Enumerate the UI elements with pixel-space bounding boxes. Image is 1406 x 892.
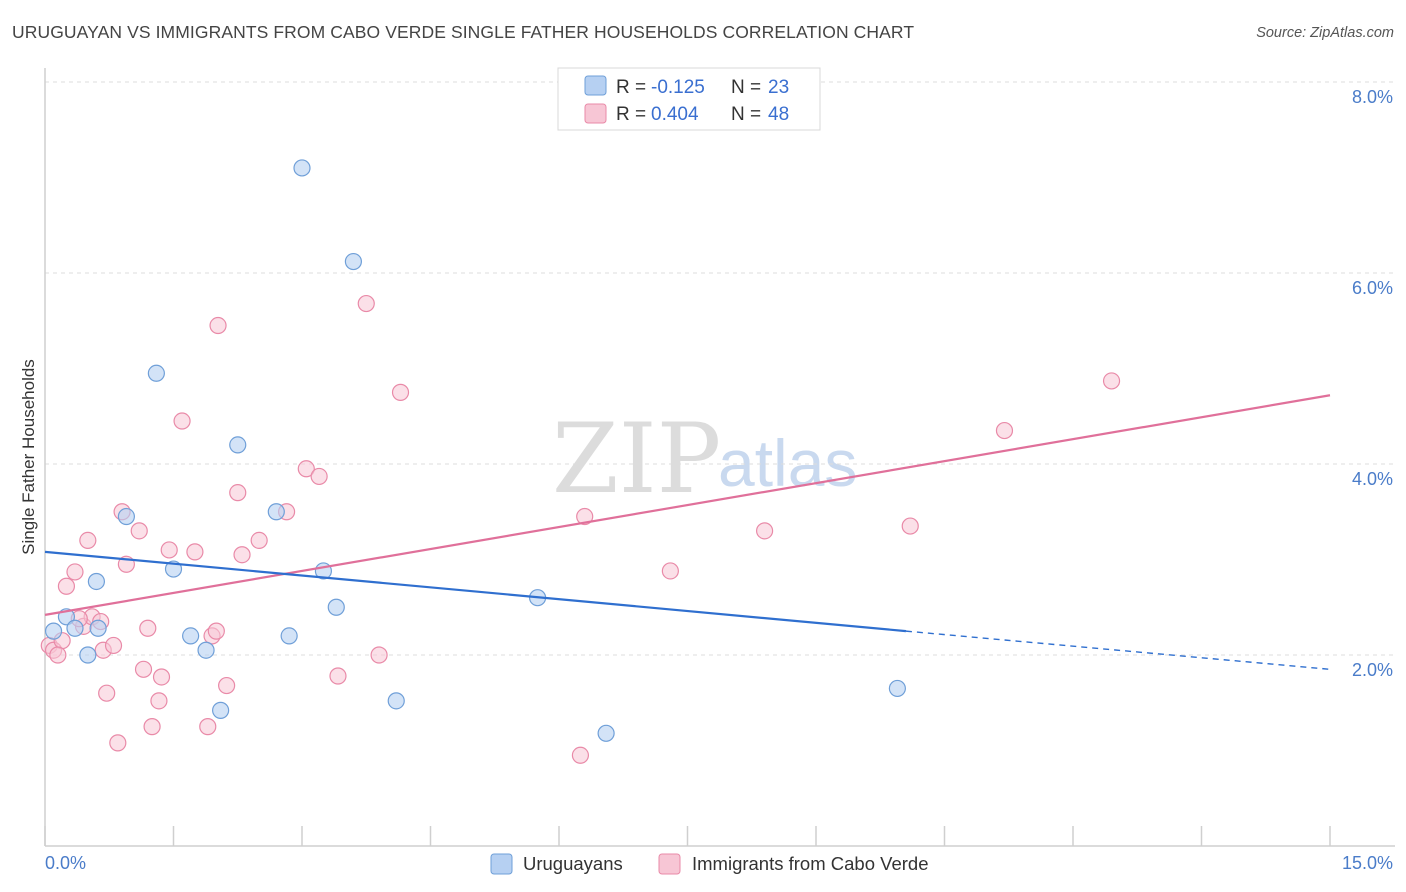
- point-uruguayans-20: [597, 724, 615, 742]
- axes: [44, 68, 1395, 847]
- point-cabo-verde-45: [1102, 372, 1121, 390]
- point-cabo-verde-15: [130, 522, 148, 540]
- watermark-zip: ZIP: [552, 403, 721, 515]
- legend-r-label-1: R =: [616, 104, 646, 125]
- point-cabo-verde-3: [57, 577, 76, 595]
- watermark: ZIP atlas: [552, 403, 857, 515]
- point-cabo-verde-17: [139, 619, 157, 637]
- point-cabo-verde-24: [199, 718, 217, 736]
- legend-n-label-0: N =: [731, 77, 761, 98]
- point-cabo-verde-21: [160, 541, 178, 559]
- bottom-legend-swatch-uruguayans: [490, 853, 513, 875]
- trend-lines: [44, 394, 1331, 671]
- point-cabo-verde-28: [218, 676, 236, 695]
- point-cabo-verde-16: [134, 660, 153, 678]
- point-cabo-verde-35: [329, 667, 347, 685]
- point-cabo-verde-40: [576, 507, 594, 526]
- bottom-legend-label-uruguayans: Uruguayans: [523, 853, 623, 874]
- point-cabo-verde-46: [49, 646, 67, 664]
- point-uruguayans-8: [182, 627, 200, 645]
- point-cabo-verde-22: [173, 412, 191, 430]
- point-cabo-verde-43: [901, 517, 919, 535]
- trend-line-uruguayans-extension: [905, 630, 1331, 671]
- point-cabo-verde-10: [98, 684, 116, 702]
- legend-n-value-0: 23: [768, 77, 789, 98]
- source-label: Source: ZipAtlas.com: [1256, 25, 1394, 41]
- x-tick-label-min: 0.0%: [45, 853, 86, 873]
- y-tick-label-6: 6.0%: [1352, 278, 1393, 298]
- point-uruguayans-14: [293, 159, 311, 177]
- point-uruguayans-3: [79, 646, 97, 664]
- point-cabo-verde-11: [104, 636, 123, 655]
- legend-box: R = -0.125 N = 23 R = 0.404 N = 48: [557, 67, 821, 131]
- point-cabo-verde-41: [661, 562, 679, 580]
- bottom-legend-swatch-cabo-verde: [658, 853, 681, 875]
- gridlines: [45, 81, 1395, 656]
- point-cabo-verde-44: [995, 421, 1014, 440]
- point-cabo-verde-19: [150, 692, 168, 710]
- point-cabo-verde-36: [357, 294, 375, 313]
- legend-swatch-cabo-verde: [584, 103, 607, 124]
- point-cabo-verde-39: [571, 746, 590, 764]
- y-tick-labels: 2.0% 4.0% 6.0% 8.0%: [1352, 87, 1393, 680]
- y-tick-label-2: 2.0%: [1352, 660, 1393, 680]
- point-uruguayans-21: [888, 679, 906, 698]
- bottom-legend-label-cabo-verde: Immigrants from Cabo Verde: [692, 853, 928, 874]
- point-cabo-verde-29: [229, 484, 247, 502]
- chart-title: URUGUAYAN VS IMMIGRANTS FROM CABO VERDE …: [12, 22, 915, 42]
- point-cabo-verde-20: [152, 668, 171, 686]
- point-uruguayans-6: [147, 364, 165, 382]
- legend-swatch-uruguayans: [584, 75, 607, 96]
- point-cabo-verde-30: [233, 546, 251, 564]
- point-uruguayans-5: [117, 507, 135, 526]
- point-cabo-verde-18: [143, 718, 161, 736]
- point-cabo-verde-31: [250, 531, 268, 550]
- y-tick-label-8: 8.0%: [1352, 87, 1393, 107]
- point-cabo-verde-23: [186, 543, 204, 561]
- y-axis-title: Single Father Households: [19, 359, 38, 555]
- legend-n-label-1: N =: [731, 104, 761, 125]
- legend-n-value-1: 48: [768, 104, 789, 125]
- point-cabo-verde-42: [755, 522, 774, 540]
- y-tick-label-4: 4.0%: [1352, 469, 1393, 489]
- point-cabo-verde-33: [297, 460, 315, 478]
- point-uruguayans-16: [327, 598, 345, 616]
- legend-r-label-0: R =: [616, 77, 646, 98]
- trend-line-uruguayans: [44, 550, 907, 633]
- legend-r-value-0: -0.125: [651, 77, 705, 98]
- point-uruguayans-13: [280, 627, 298, 645]
- x-tick-label-max: 15.0%: [1342, 853, 1393, 873]
- point-uruguayans-10: [212, 701, 230, 719]
- point-uruguayans-0: [44, 622, 63, 640]
- point-uruguayans-18: [387, 692, 405, 710]
- point-uruguayans-11: [229, 436, 247, 454]
- point-cabo-verde-4: [66, 563, 84, 581]
- point-cabo-verde-37: [370, 646, 388, 664]
- point-uruguayans-9: [197, 641, 215, 659]
- x-ticks: [44, 826, 1331, 846]
- point-cabo-verde-6: [79, 531, 97, 550]
- point-uruguayans-4: [89, 619, 107, 637]
- point-uruguayans-22: [87, 572, 106, 591]
- legend-r-value-1: 0.404: [651, 104, 699, 125]
- bottom-legend: Uruguayans Immigrants from Cabo Verde: [490, 853, 928, 875]
- point-cabo-verde-38: [391, 383, 410, 401]
- trend-line-cabo-verde: [44, 394, 1331, 616]
- series-cabo-verde-points: [40, 294, 1121, 764]
- point-cabo-verde-12: [109, 734, 127, 752]
- point-cabo-verde-34: [310, 467, 328, 486]
- point-uruguayans-12: [267, 503, 285, 521]
- point-cabo-verde-26: [207, 622, 225, 640]
- point-uruguayans-17: [344, 252, 362, 271]
- point-cabo-verde-27: [209, 316, 227, 335]
- point-uruguayans-2: [66, 619, 84, 637]
